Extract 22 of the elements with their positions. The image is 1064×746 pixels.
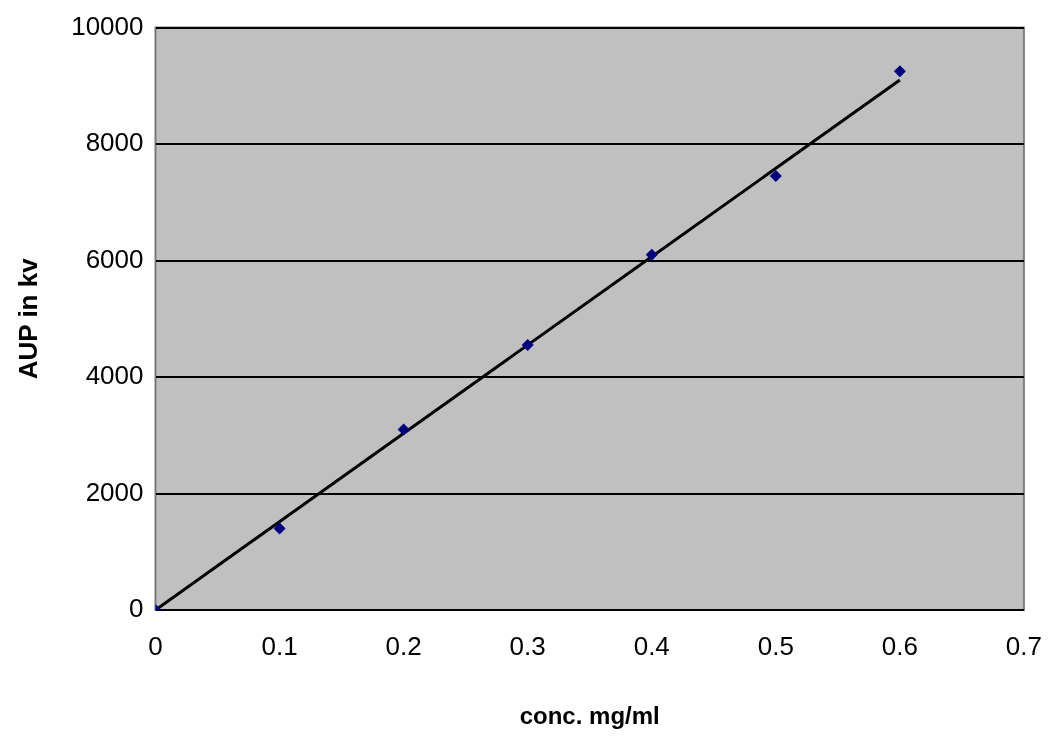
point <box>397 423 410 436</box>
point <box>645 248 658 261</box>
x-tick-label: 0.4 <box>633 630 670 661</box>
point <box>769 170 782 183</box>
point <box>273 522 286 535</box>
x-tick-label: 0.2 <box>385 630 422 661</box>
y-tick-label: 8000 <box>85 127 144 158</box>
x-tick-label: 0.1 <box>261 630 298 661</box>
x-tick-label: 0 <box>148 630 163 661</box>
y-tick-label: 4000 <box>85 360 144 391</box>
x-tick-label: 0.3 <box>509 630 546 661</box>
y-axis-title: AUP in kv <box>12 257 43 380</box>
x-tick-label: 0.5 <box>757 630 794 661</box>
point <box>521 339 534 352</box>
x-axis-title: conc. mg/ml <box>519 702 660 730</box>
y-tick-label: 0 <box>129 593 144 624</box>
point <box>893 65 906 78</box>
y-tick-label: 10000 <box>71 10 144 41</box>
y-tick-label: 2000 <box>85 476 144 507</box>
y-tick-label: 6000 <box>85 243 144 274</box>
x-tick-label: 0.7 <box>1005 630 1043 661</box>
x-tick-label: 0.6 <box>881 630 918 661</box>
